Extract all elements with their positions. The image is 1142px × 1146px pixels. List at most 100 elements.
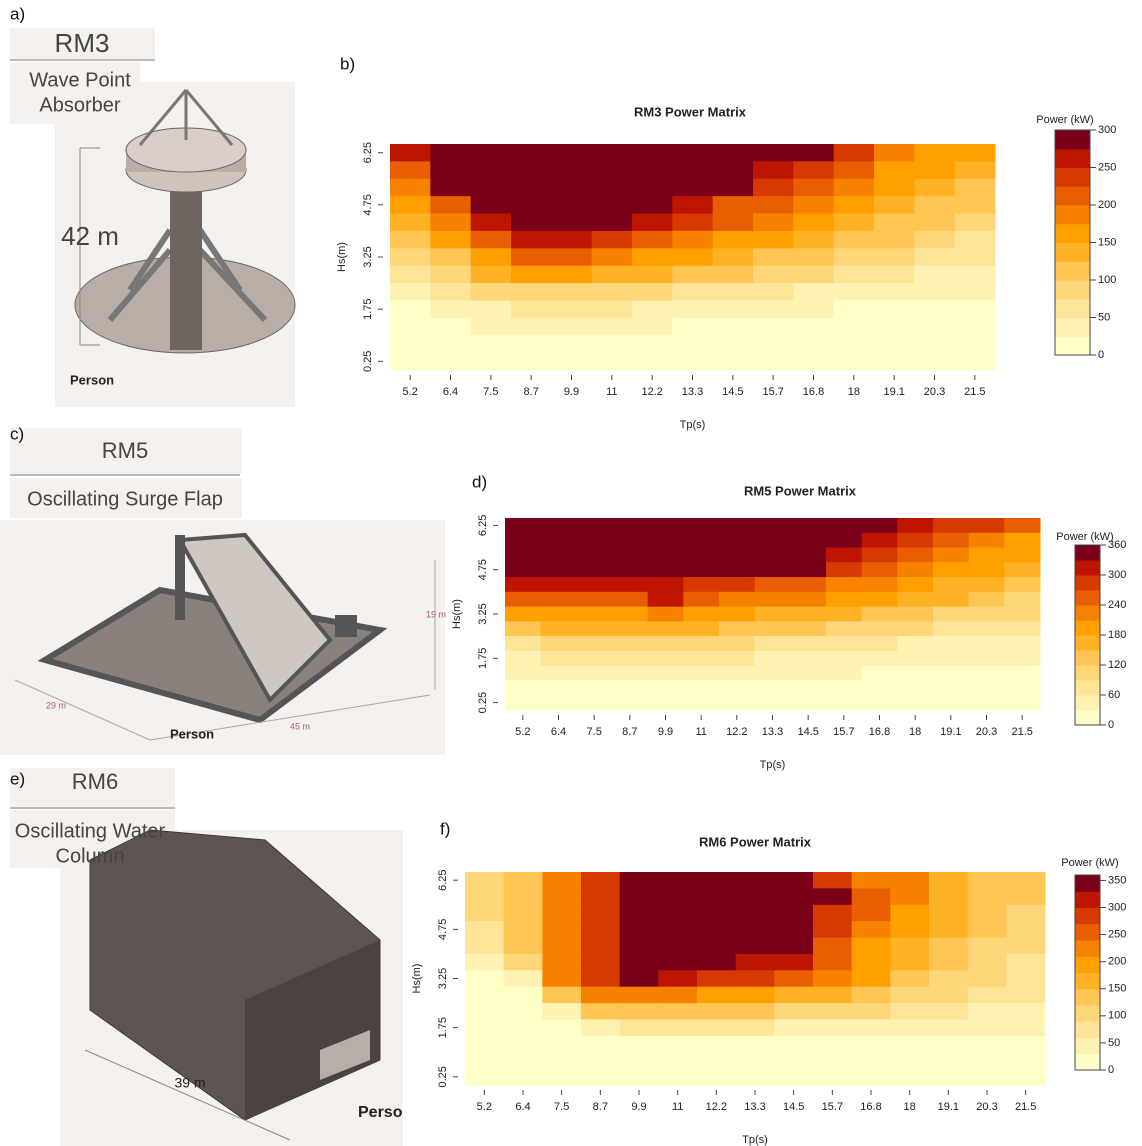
heat-cell — [505, 548, 541, 563]
heat-cell — [753, 248, 794, 266]
heat-cell — [672, 248, 713, 266]
heat-cell — [576, 562, 612, 577]
heat-cell — [929, 1036, 968, 1053]
y-axis-label: Hs(m) — [451, 599, 463, 629]
legend-title: Power (kW) — [1036, 114, 1093, 126]
heat-cell — [790, 680, 826, 695]
heat-cell — [430, 266, 471, 284]
x-tick-label: 8.7 — [524, 386, 539, 398]
heat-cell — [929, 905, 968, 922]
heat-cell — [542, 921, 581, 938]
heat-cell — [897, 518, 933, 533]
heat-cell — [929, 970, 968, 987]
heat-cell — [713, 214, 754, 232]
heat-cell — [620, 1019, 659, 1036]
heat-cell — [736, 970, 775, 987]
heat-cell — [648, 562, 684, 577]
heat-cell — [632, 179, 673, 197]
heat-cell — [511, 214, 552, 232]
heat-cell — [658, 1052, 697, 1069]
heat-cell — [874, 196, 915, 214]
heat-cell — [713, 248, 754, 266]
heat-cell — [576, 636, 612, 651]
legend-band — [1075, 710, 1100, 726]
legend-band — [1075, 940, 1100, 957]
heat-cell — [542, 987, 581, 1004]
heat-cell — [914, 300, 955, 318]
heat-cell — [683, 562, 719, 577]
x-tick-label: 11 — [695, 726, 706, 738]
x-tick-label: 13.3 — [762, 726, 783, 738]
x-tick-label: 6.4 — [515, 1101, 530, 1113]
y-tick-label: 3.25 — [477, 603, 489, 624]
heat-cell — [897, 680, 933, 695]
legend-band — [1075, 973, 1100, 990]
heat-cell — [541, 607, 577, 622]
legend-band — [1075, 665, 1100, 681]
heat-cell — [505, 592, 541, 607]
legend-band — [1075, 1005, 1100, 1022]
y-tick-label: 4.75 — [362, 194, 374, 215]
dimension: 42 m — [61, 221, 119, 251]
heat-cell — [890, 970, 929, 987]
heat-cell — [672, 266, 713, 284]
heat-cell — [697, 1019, 736, 1036]
heat-cell — [430, 283, 471, 301]
x-tick-label: 6.4 — [551, 726, 566, 738]
person-clip: Person — [358, 1104, 412, 1121]
x-tick-label: 15.7 — [833, 726, 854, 738]
heat-cell — [581, 1019, 620, 1036]
heat-cell — [862, 592, 898, 607]
heat-cell — [542, 1052, 581, 1069]
heat-cell — [755, 607, 791, 622]
heat-cell — [612, 607, 648, 622]
person-label: Person — [170, 726, 214, 741]
heat-cell — [697, 970, 736, 987]
heat-cell — [874, 353, 915, 371]
heat-cell — [551, 335, 592, 353]
heat-cell — [955, 353, 996, 371]
heat-cell — [929, 1069, 968, 1086]
heat-cell — [753, 266, 794, 284]
heat-cell — [790, 607, 826, 622]
heat-cell — [834, 214, 875, 232]
heat-cell — [736, 1036, 775, 1053]
heat-cell — [672, 318, 713, 336]
heat-cell — [933, 562, 969, 577]
legend-tick-label: 200 — [1108, 956, 1126, 968]
heat-cell — [890, 1019, 929, 1036]
heat-cell — [504, 954, 543, 971]
heat-cell — [390, 214, 431, 232]
heat-cell — [874, 179, 915, 197]
heat-cell — [504, 905, 543, 922]
heat-cell — [390, 266, 431, 284]
heat-cell — [774, 970, 813, 987]
x-tick-label: 19.1 — [940, 726, 961, 738]
x-tick-label: 9.9 — [658, 726, 673, 738]
heat-cell — [542, 954, 581, 971]
heat-cell — [933, 680, 969, 695]
heat-cell — [542, 1069, 581, 1086]
heat-cell — [658, 921, 697, 938]
heat-cell — [890, 1052, 929, 1069]
heat-cell — [1004, 607, 1040, 622]
heat-cell — [683, 666, 719, 681]
legend-tick-label: 250 — [1108, 928, 1126, 940]
y-tick-label: 1.75 — [477, 648, 489, 669]
heat-cell — [632, 266, 673, 284]
x-tick-label: 12.2 — [706, 1101, 727, 1113]
heat-cell — [1004, 695, 1040, 710]
heat-cell — [658, 1069, 697, 1086]
heat-cell — [612, 695, 648, 710]
heat-cell — [592, 196, 633, 214]
heat-cell — [620, 987, 659, 1004]
legend-title: Power (kW) — [1061, 857, 1118, 869]
heat-cell — [672, 283, 713, 301]
heat-cell — [834, 283, 875, 301]
dimension: 29 m — [46, 700, 66, 710]
heat-cell — [852, 938, 891, 955]
heat-cell — [632, 248, 673, 266]
heat-cell — [793, 231, 834, 249]
heat-cell — [736, 954, 775, 971]
heat-cell — [719, 636, 755, 651]
